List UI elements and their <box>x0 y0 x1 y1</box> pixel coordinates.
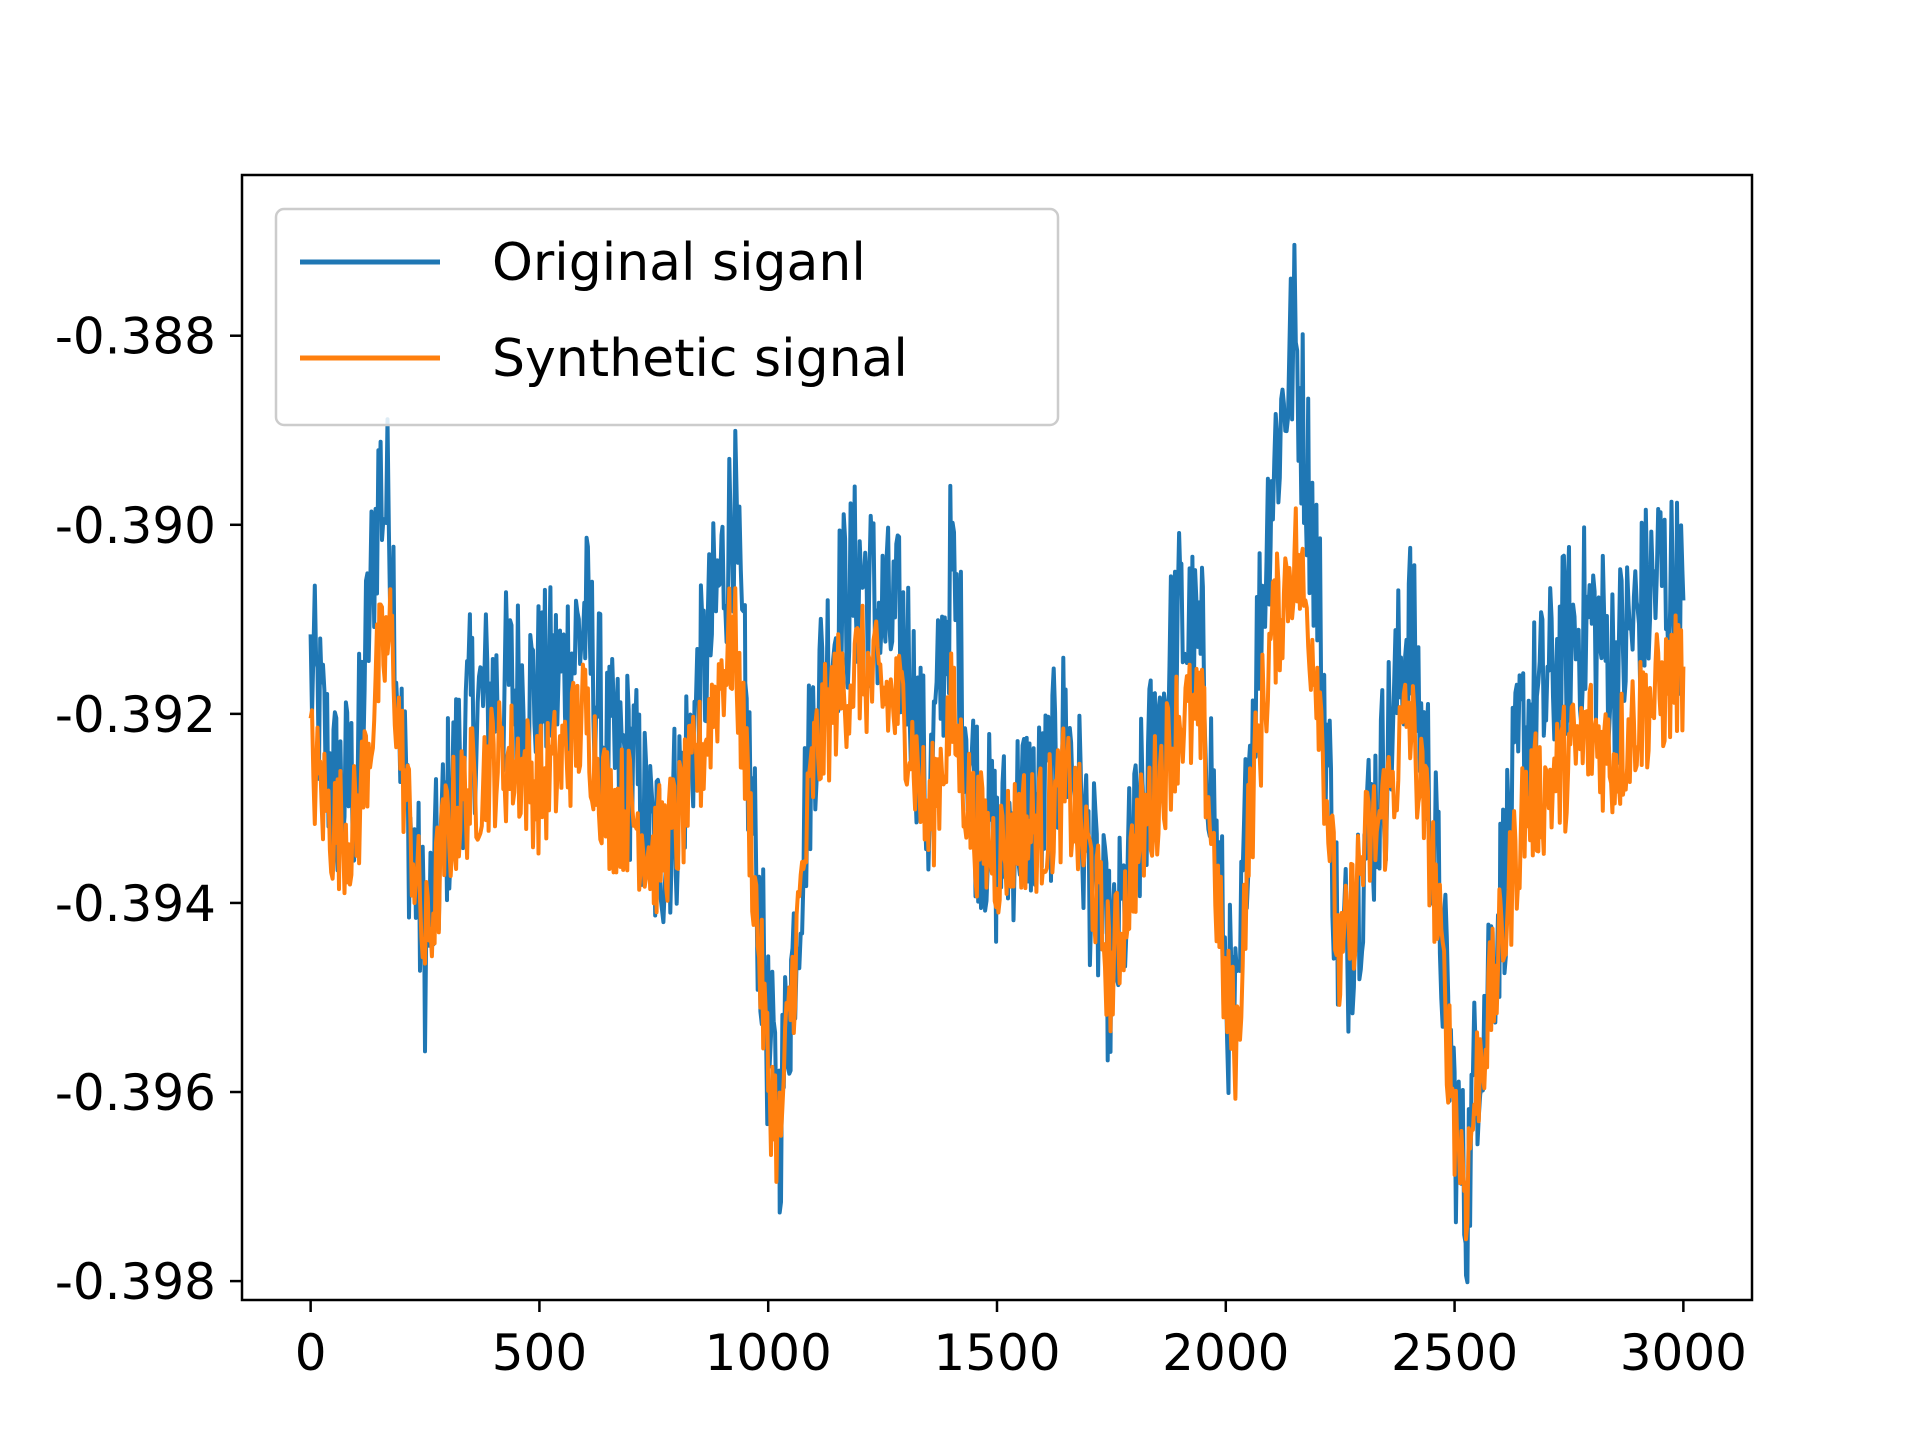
legend-label-1: Original siganl <box>492 233 866 293</box>
x-tick-label: 0 <box>295 1324 327 1382</box>
y-tick-label: -0.392 <box>55 686 216 744</box>
axis-ticks: 0 500 1000 1500 2000 2500 3000 -0.398 -0.396 -0.3… <box>55 308 1747 1382</box>
x-tick-label: 1500 <box>933 1324 1060 1382</box>
series-lines <box>308 242 1686 1285</box>
y-tick-label: -0.388 <box>55 308 216 366</box>
x-tick-label: 2000 <box>1162 1324 1289 1382</box>
y-tick-label: -0.398 <box>55 1253 216 1311</box>
legend-label-2: Synthetic signal <box>492 329 908 389</box>
x-tick-label: 500 <box>492 1324 587 1382</box>
series-line-2 <box>308 506 1686 1242</box>
legend: Original siganl Synthetic signal <box>274 207 1060 427</box>
y-tick-label: -0.396 <box>55 1064 216 1122</box>
x-tick-label: 1000 <box>705 1324 832 1382</box>
legend-box <box>274 207 1060 427</box>
y-tick-label: -0.390 <box>55 497 216 555</box>
x-tick-label: 3000 <box>1620 1324 1747 1382</box>
y-tick-label: -0.394 <box>55 875 216 933</box>
x-tick-label: 2500 <box>1391 1324 1518 1382</box>
